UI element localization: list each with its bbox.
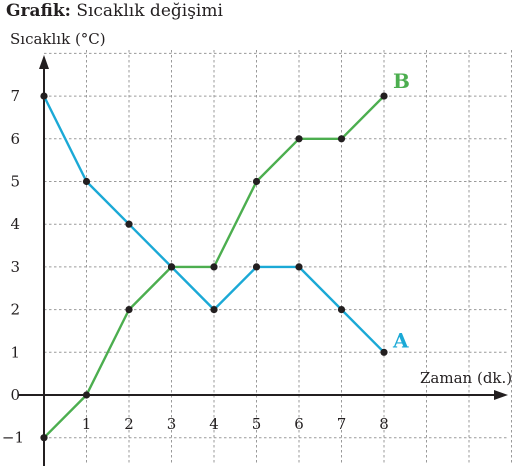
caption-bold: Grafik: xyxy=(6,1,71,21)
data-point-b xyxy=(252,177,261,186)
data-point-b xyxy=(295,135,303,143)
data-point-a xyxy=(125,220,133,228)
y-tick-label: 2 xyxy=(10,301,20,319)
data-point-b xyxy=(210,263,218,271)
x-tick-label: 7 xyxy=(337,415,347,433)
data-point-a xyxy=(295,263,303,271)
y-axis-arrow xyxy=(39,55,49,69)
data-point-b xyxy=(337,135,346,143)
y-tick-label: 1 xyxy=(10,343,20,361)
labels: 1 2 3 4 5 6 7 8 −1 0 1 2 3 4 5 6 7 Sıcaklık (°C) Zaman (dk… xyxy=(2,30,512,447)
chart-caption: Grafik: Sıcaklık değişimi xyxy=(6,1,223,21)
x-tick-label: 6 xyxy=(294,415,304,433)
data-point-b xyxy=(380,92,388,100)
y-tick-label: 3 xyxy=(10,258,20,276)
x-tick-label: 5 xyxy=(252,415,262,433)
data-point-a xyxy=(252,263,261,271)
y-tick-label: 5 xyxy=(10,173,20,191)
y-axis-label: Sıcaklık (°C) xyxy=(10,30,106,48)
data-point-b xyxy=(167,263,176,271)
data-point-a xyxy=(380,348,388,356)
data-point-a xyxy=(337,306,346,314)
data-point-b xyxy=(125,306,133,314)
caption-text: Sıcaklık değişimi xyxy=(76,1,223,21)
x-tick-label: 1 xyxy=(82,415,92,433)
x-axis-label: Zaman (dk.) xyxy=(420,369,512,387)
axes xyxy=(18,55,508,466)
x-tick-label: 3 xyxy=(167,415,177,433)
y-tick-label: −1 xyxy=(2,429,24,447)
x-axis-arrow xyxy=(494,390,508,400)
series xyxy=(40,92,388,442)
data-point-a xyxy=(40,92,48,100)
y-tick-label: 7 xyxy=(10,87,20,105)
data-point-a xyxy=(82,177,91,186)
grid xyxy=(44,50,512,465)
series-label-b: B xyxy=(393,69,410,93)
y-tick-label: 6 xyxy=(10,130,20,148)
x-tick-label: 8 xyxy=(379,415,389,433)
data-point-b xyxy=(40,434,48,442)
x-tick-label: 4 xyxy=(209,415,219,433)
data-point-b xyxy=(82,391,91,399)
data-point-a xyxy=(210,306,218,314)
y-tick-label: 0 xyxy=(10,386,20,404)
x-tick-label: 2 xyxy=(124,415,134,433)
series-label-a: A xyxy=(392,328,409,352)
y-tick-label: 4 xyxy=(10,215,20,233)
